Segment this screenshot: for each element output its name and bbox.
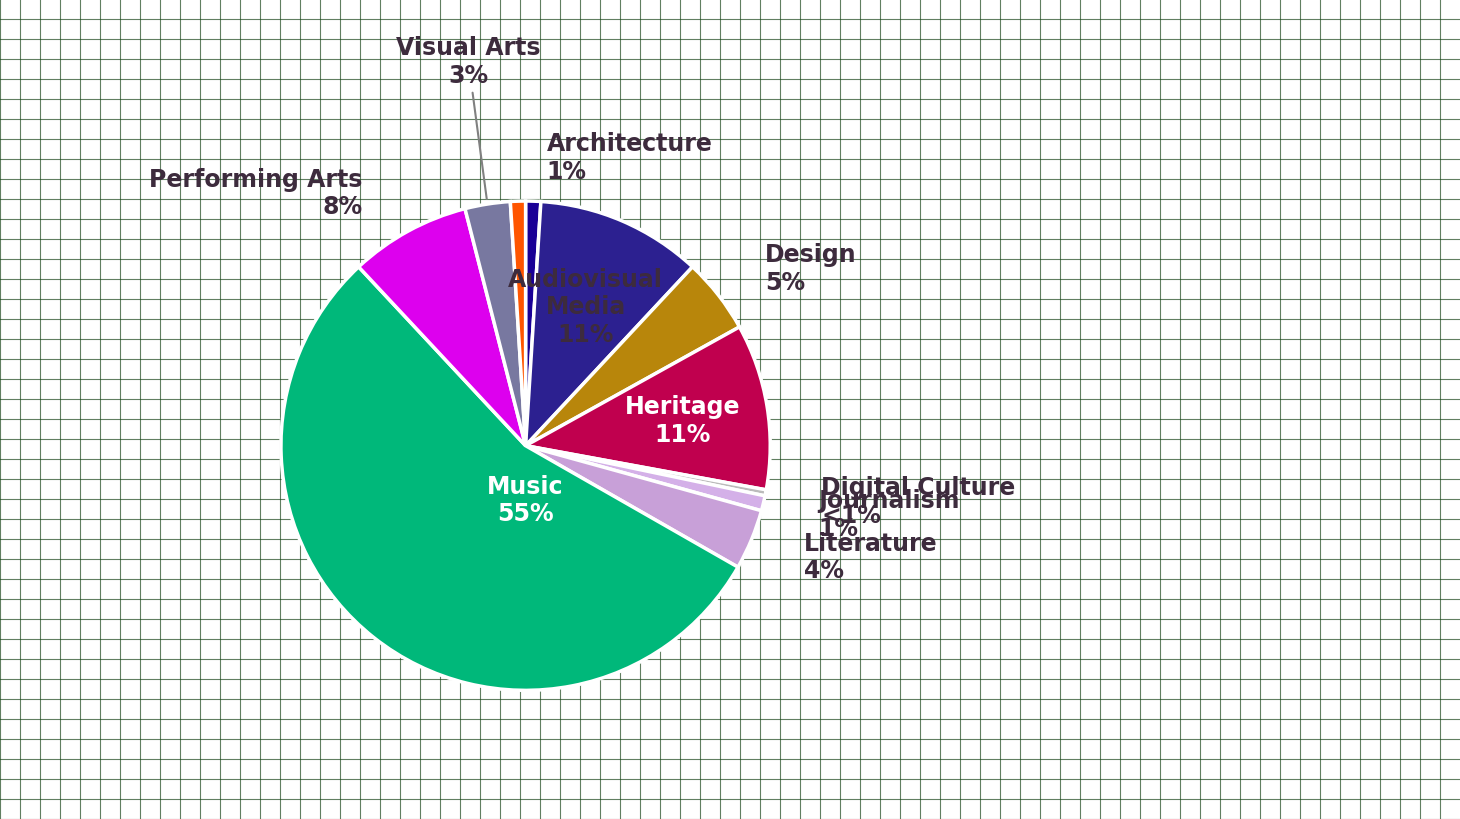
Text: Digital Culture
<1%: Digital Culture <1% xyxy=(821,476,1015,527)
Wedge shape xyxy=(526,446,762,568)
Wedge shape xyxy=(526,446,767,496)
Text: Music
55%: Music 55% xyxy=(488,474,564,526)
Text: Design
5%: Design 5% xyxy=(765,242,857,295)
Text: Architecture
1%: Architecture 1% xyxy=(548,132,712,183)
Text: Journalism
1%: Journalism 1% xyxy=(819,488,959,540)
Text: Visual Arts
3%: Visual Arts 3% xyxy=(396,36,540,200)
Text: Heritage
11%: Heritage 11% xyxy=(625,395,740,446)
Wedge shape xyxy=(526,446,765,511)
Wedge shape xyxy=(464,202,526,446)
Wedge shape xyxy=(511,201,526,446)
Wedge shape xyxy=(526,328,771,491)
Wedge shape xyxy=(526,268,739,446)
Wedge shape xyxy=(359,210,526,446)
Wedge shape xyxy=(526,201,540,446)
Text: Audiovisual
Media
11%: Audiovisual Media 11% xyxy=(508,267,663,346)
Wedge shape xyxy=(280,268,737,690)
Text: Literature
4%: Literature 4% xyxy=(804,531,937,583)
Text: Performing Arts
8%: Performing Arts 8% xyxy=(149,167,362,219)
Wedge shape xyxy=(526,202,692,446)
